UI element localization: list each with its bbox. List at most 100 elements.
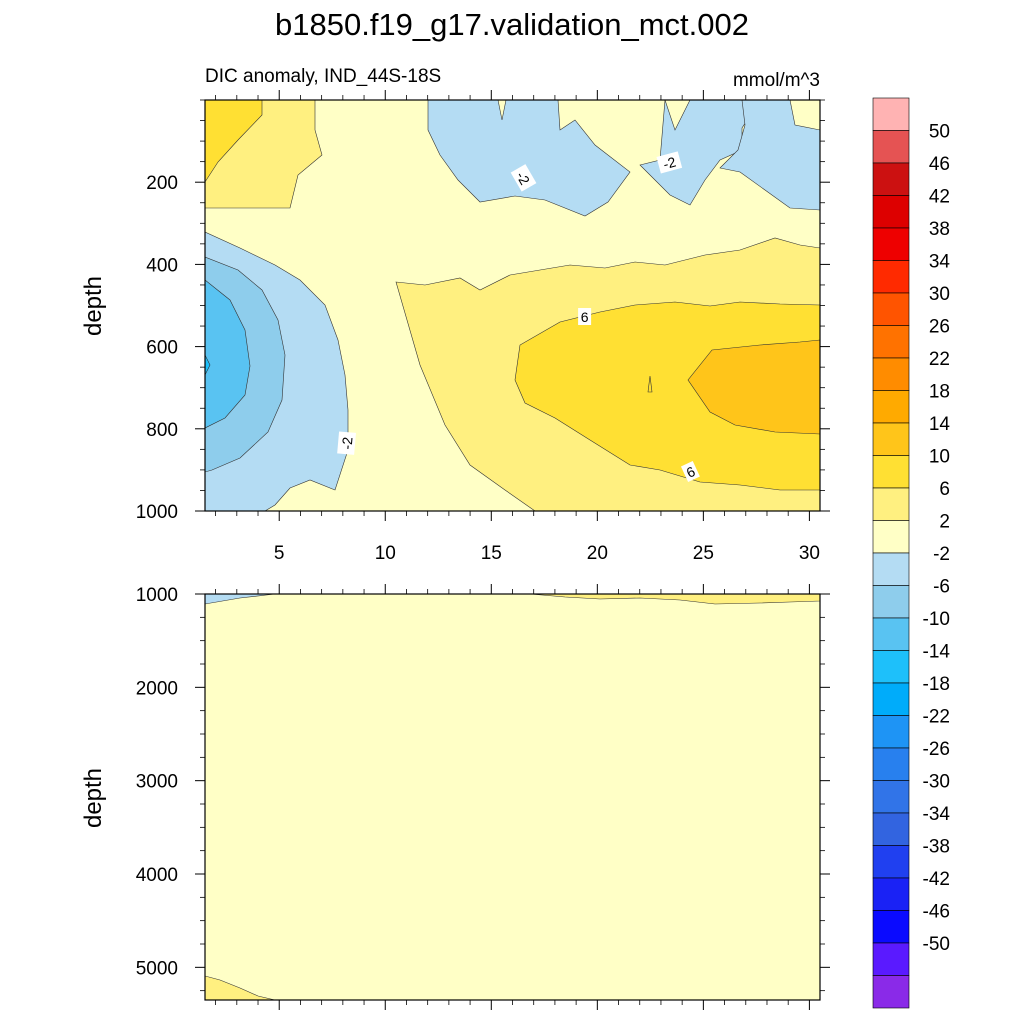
upper-ylabel: depth [80, 276, 107, 336]
colorbar-label: -18 [923, 674, 950, 695]
upper-band-2-topright-corner [789, 100, 820, 131]
contour-label-group: -2 [510, 164, 537, 192]
colorbar-label: -50 [923, 934, 950, 955]
colorbar-swatch [872, 195, 910, 229]
contour-label-bg [578, 308, 592, 326]
colorbar-label: -2 [933, 544, 950, 565]
colorbar-swatch [872, 845, 910, 879]
upper-xtick-label: 15 [481, 543, 502, 564]
colorbar-swatch [872, 682, 910, 716]
upper-panel-contours [205, 100, 820, 511]
upper-ytick-label: 400 [146, 255, 178, 276]
upper-xtick-label: 20 [587, 543, 608, 564]
contour-label-group: -2 [337, 431, 357, 455]
colorbar-label: -46 [923, 902, 950, 923]
colorbar-label: -22 [923, 707, 950, 728]
upper-ytick-label: 800 [146, 420, 178, 441]
colorbar-swatch [872, 585, 910, 619]
contour-label-bg [680, 461, 700, 482]
upper-band-10-midright [687, 339, 820, 435]
colorbar-label: -38 [923, 837, 950, 858]
lower-panel-contours [205, 594, 820, 1000]
colorbar-swatch [872, 715, 910, 749]
colorbar-swatch [872, 975, 910, 1009]
upper-contour-blip [647, 375, 653, 393]
chart-title: b1850.f19_g17.validation_mct.002 [275, 7, 749, 42]
colorbar-swatch [872, 227, 910, 261]
upper-xtick-label: 10 [375, 543, 396, 564]
colorbar-label: -26 [923, 739, 950, 760]
lower-axes: 1000 2000 3000 4000 5000 [136, 584, 830, 1010]
colorbar-swatch [872, 747, 910, 781]
colorbar-label: -10 [923, 609, 950, 630]
colorbar-swatch [872, 325, 910, 359]
colorbar-label: 22 [929, 349, 950, 370]
contour-label-group: 6 [680, 461, 700, 482]
colorbar-label: 30 [929, 284, 950, 305]
contour-label-group: 6 [578, 308, 592, 326]
colorbar-swatch [872, 422, 910, 456]
colorbar-label: 46 [929, 154, 950, 175]
contour-label-bg [510, 164, 537, 192]
upper-ytick-label: 600 [146, 338, 178, 359]
colorbar-label: 14 [929, 414, 951, 435]
contour-label-bg [656, 151, 683, 174]
colorbar-label: 18 [929, 382, 950, 403]
colorbar-swatch [872, 97, 910, 131]
colorbar-swatch [872, 130, 910, 164]
upper-band-2-topcenter-island [497, 100, 507, 121]
chart-subtitle-left: DIC anomaly, IND_44S-18S [205, 66, 441, 87]
colorbar: 50 46 42 38 34 30 26 22 18 14 10 6 2 -2 -6 -10 -14 -18 -22… [872, 97, 951, 1009]
colorbar-swatch [872, 390, 910, 424]
lower-band-neg2-topleft [205, 594, 276, 605]
colorbar-swatch [872, 162, 910, 196]
contour-label-bg [337, 431, 357, 455]
upper-band-neg2-topright2 [719, 100, 820, 211]
chart-units: mmol/m^3 [733, 70, 820, 91]
colorbar-swatch [872, 942, 910, 976]
upper-band-neg2-topright [639, 100, 761, 206]
colorbar-swatch [872, 455, 910, 489]
lower-ytick-label: 2000 [136, 678, 178, 699]
upper-xtick-label: 25 [693, 543, 714, 564]
upper-band-6-topleft [205, 100, 263, 183]
contour-label-group: -2 [656, 151, 683, 174]
upper-xtick-label: 30 [799, 543, 820, 564]
colorbar-label: 6 [939, 479, 950, 500]
upper-band-neg14-left-tip [205, 354, 211, 376]
colorbar-label: -42 [923, 869, 950, 890]
upper-band-neg2-topcenter [427, 100, 631, 217]
colorbar-label: -14 [923, 642, 951, 663]
upper-ytick-label: 1000 [136, 502, 178, 523]
colorbar-swatch [872, 617, 910, 651]
contour-label: -2 [339, 436, 356, 450]
lower-bg-band [205, 594, 820, 1000]
colorbar-label: 50 [929, 122, 950, 143]
contour-label: -2 [661, 153, 677, 172]
colorbar-label: -30 [923, 772, 950, 793]
upper-axes: 5 10 15 20 25 30 200 400 600 800 1000 [136, 90, 830, 564]
colorbar-swatch [872, 780, 910, 814]
colorbar-swatch [872, 357, 910, 391]
upper-contour-labels: -2 -2 -2 6 6 [337, 151, 700, 482]
lower-ylabel: depth [80, 768, 107, 828]
colorbar-swatch [872, 487, 910, 521]
colorbar-label: 26 [929, 317, 950, 338]
lower-ytick-label: 1000 [136, 585, 178, 606]
colorbar-label: 2 [939, 512, 950, 533]
colorbar-swatch [872, 520, 910, 554]
contour-label: 6 [581, 309, 589, 325]
colorbar-label: -6 [933, 577, 950, 598]
lower-ytick-label: 4000 [136, 865, 178, 886]
colorbar-swatch [872, 260, 910, 294]
upper-xtick-label: 5 [274, 543, 285, 564]
colorbar-label: -34 [923, 804, 951, 825]
colorbar-swatch [872, 552, 910, 586]
lower-ytick-label: 3000 [136, 772, 178, 793]
colorbar-swatch [872, 292, 910, 326]
lower-band-2-topright [529, 594, 820, 605]
upper-band-neg10-left [205, 279, 251, 429]
colorbar-label: 10 [929, 447, 950, 468]
